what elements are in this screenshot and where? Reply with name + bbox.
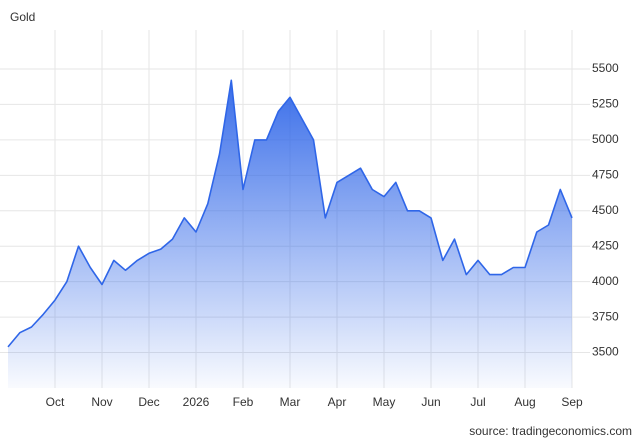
area (8, 80, 572, 389)
x-tick-label: Nov (91, 395, 112, 409)
y-tick-label: 3750 (592, 309, 619, 323)
x-tick-label: Jun (421, 395, 440, 409)
y-tick-label: 5000 (592, 132, 619, 146)
x-tick-label: Oct (46, 395, 65, 409)
x-tick-label: May (373, 395, 396, 409)
y-tick-label: 3500 (592, 345, 619, 359)
x-tick-label: Aug (514, 395, 535, 409)
line (7, 79, 573, 348)
x-tick-label: Dec (138, 395, 159, 409)
y-tick-label: 5250 (592, 97, 619, 111)
x-tick-label: Apr (328, 395, 347, 409)
x-tick-label: Jul (470, 395, 485, 409)
y-tick-label: 4500 (592, 203, 619, 217)
y-tick-label: 5500 (592, 61, 619, 75)
y-tick-label: 4000 (592, 274, 619, 288)
y-tick-label: 4250 (592, 238, 619, 252)
x-tick-label: Mar (280, 395, 301, 409)
x-tick-label: Feb (233, 395, 254, 409)
x-tick-label: Sep (561, 395, 583, 409)
x-tick-label: 2026 (183, 395, 210, 409)
source: source: tradingeconomics.com (469, 424, 632, 438)
y-tick-label: 4750 (592, 167, 619, 181)
chart-title: Gold (10, 10, 35, 24)
